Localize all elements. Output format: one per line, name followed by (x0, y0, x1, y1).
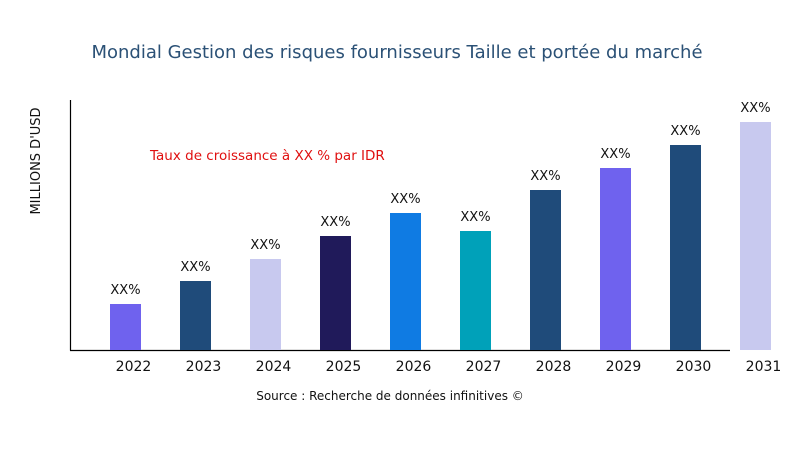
bar-2030 (670, 145, 701, 350)
data-label-2030: XX% (670, 124, 700, 139)
x-tick-2027: 2027 (466, 359, 502, 375)
data-label-2029: XX% (600, 147, 630, 162)
bar-2027 (460, 231, 491, 350)
x-tick-2024: 2024 (256, 359, 292, 375)
x-tick-2028: 2028 (536, 359, 572, 375)
source-note: Source : Recherche de données infinitive… (256, 389, 524, 403)
x-tick-2026: 2026 (396, 359, 432, 375)
growth-rate-annotation: Taux de croissance à XX % par IDR (149, 148, 385, 164)
data-label-2024: XX% (250, 238, 280, 253)
bar-2024 (250, 259, 281, 350)
x-tick-2022: 2022 (116, 359, 152, 375)
x-tick-2031: 2031 (746, 359, 782, 375)
data-label-2023: XX% (180, 260, 210, 275)
bar-2026 (390, 213, 421, 350)
data-label-2031: XX% (740, 101, 770, 116)
x-tick-2025: 2025 (326, 359, 362, 375)
x-tick-2023: 2023 (186, 359, 222, 375)
chart-title: Mondial Gestion des risques fournisseurs… (91, 42, 702, 63)
bar-2025 (320, 236, 351, 350)
bar-2022 (110, 304, 141, 350)
x-tick-2029: 2029 (606, 359, 642, 375)
bar-2028 (530, 190, 561, 350)
data-label-2022: XX% (110, 283, 140, 298)
data-label-2028: XX% (530, 169, 560, 184)
data-label-2026: XX% (390, 192, 420, 207)
data-label-2027: XX% (460, 210, 490, 225)
y-axis-label: MILLIONS D'USD (29, 107, 44, 214)
bar-2031 (740, 122, 771, 350)
x-tick-2030: 2030 (676, 359, 712, 375)
bar-2029 (600, 168, 631, 350)
data-label-2025: XX% (320, 215, 350, 230)
bar-2023 (180, 281, 211, 350)
